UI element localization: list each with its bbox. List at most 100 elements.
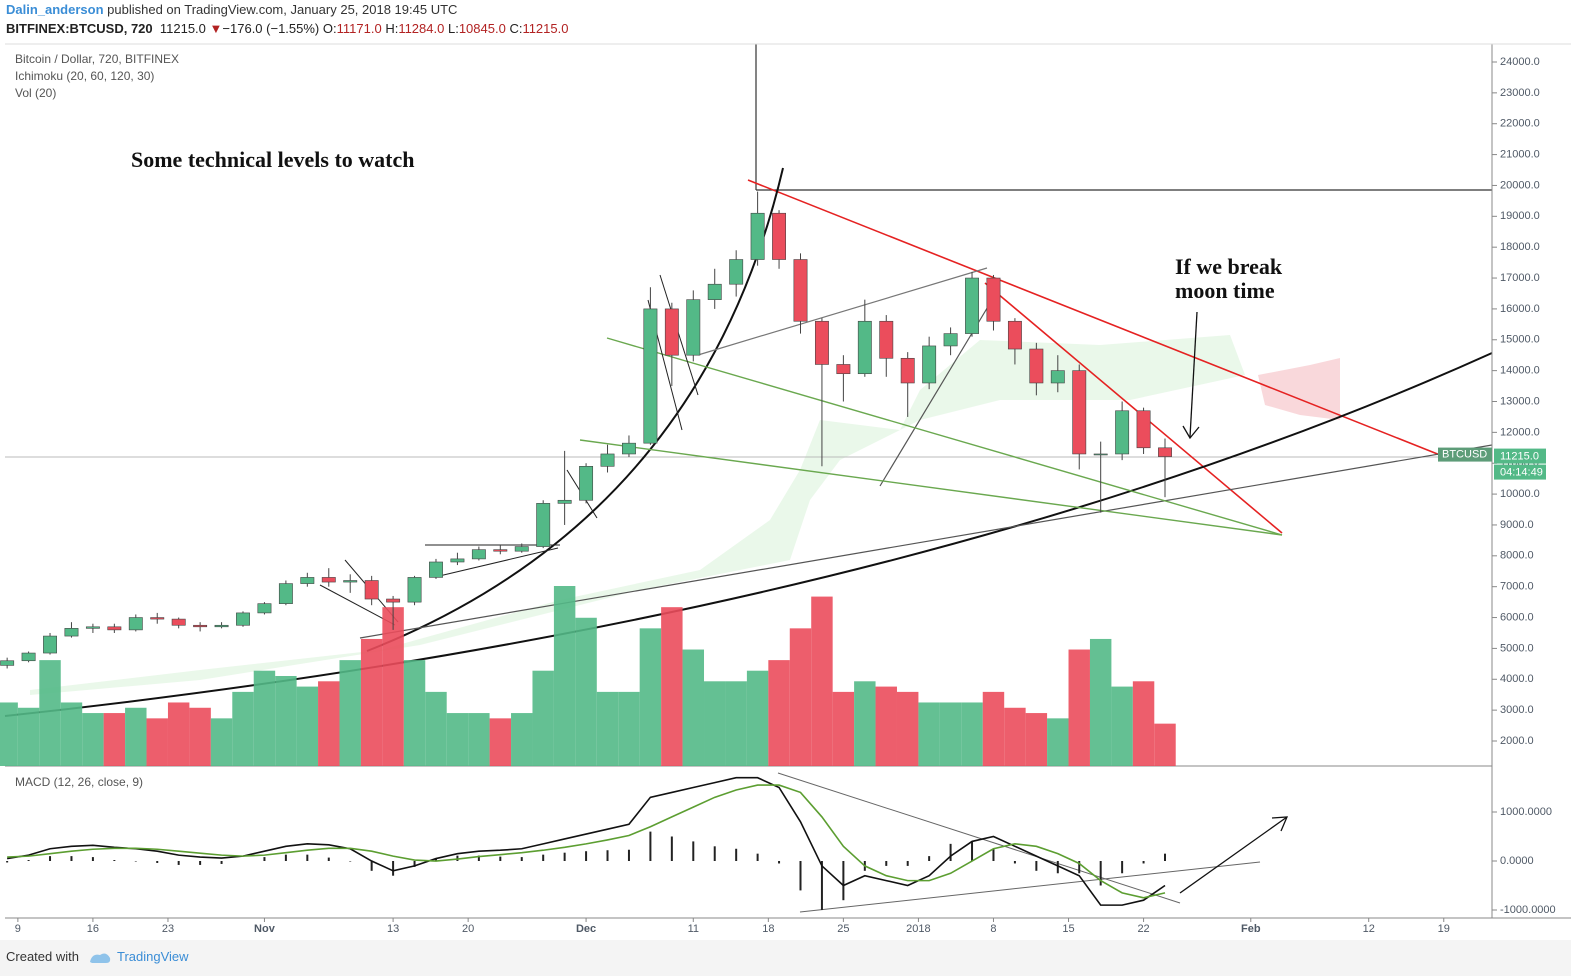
- ohlc-label: C:: [509, 21, 523, 36]
- y-tick-label: 13000.0: [1500, 395, 1540, 407]
- volume-bar: [575, 617, 597, 766]
- candle-body: [986, 277, 1001, 322]
- candle-body: [1007, 320, 1022, 350]
- y-tick-label: 3000.0: [1500, 704, 1534, 716]
- candle-body: [965, 277, 979, 334]
- y-tick-label: -1000.0000: [1500, 904, 1556, 916]
- volume-bar: [1068, 649, 1090, 766]
- candle-body: [622, 442, 636, 455]
- candle-body: [257, 603, 272, 614]
- y-tick-label: 23000.0: [1500, 87, 1540, 99]
- volume-bar: [1132, 681, 1155, 766]
- y-tick-label: 9000.0: [1500, 519, 1534, 531]
- volume-bar: [961, 702, 983, 766]
- ichimoku-cloud: [30, 335, 1245, 695]
- volume-bar: [1089, 638, 1112, 766]
- legend-macd: MACD (12, 26, close, 9): [15, 775, 143, 789]
- x-tick-label: Feb: [1241, 923, 1261, 935]
- legend-volume: Vol (20): [15, 86, 56, 100]
- x-tick-label: 20: [462, 923, 474, 935]
- y-tick-label: 16000.0: [1500, 303, 1540, 315]
- trendline: [4, 352, 1493, 717]
- volume-bar: [189, 707, 211, 766]
- price-label-bg: [1494, 448, 1546, 464]
- y-tick-label: 5000.0: [1500, 642, 1534, 654]
- publish-line: Dalin_anderson published on TradingView.…: [6, 2, 457, 17]
- trendline: [747, 179, 1441, 456]
- candle-body: [150, 617, 165, 620]
- volume-bar: [1025, 713, 1048, 766]
- ohlc-value: 10845.0: [458, 21, 506, 36]
- volume-bar: [511, 713, 533, 766]
- x-tick-label: Nov: [254, 923, 276, 935]
- candle-body: [922, 345, 937, 384]
- x-tick-label: 22: [1137, 923, 1149, 935]
- macd-line: [7, 776, 1166, 906]
- candle-body: [1136, 410, 1151, 449]
- candle-body: [750, 212, 765, 260]
- volume-bar: [125, 707, 147, 766]
- volume-bar: [296, 686, 319, 766]
- y-tick-label: 2000.0: [1500, 735, 1534, 747]
- volume-bar: [446, 713, 469, 766]
- volume-bar: [896, 691, 919, 766]
- ohlc-value: 11215.0: [522, 21, 569, 36]
- volume-bar: [811, 596, 833, 766]
- candle-body: [879, 320, 894, 359]
- volume-bar: [682, 649, 705, 766]
- volume-bar: [17, 707, 40, 766]
- volume-bar: [39, 660, 61, 766]
- countdown-bg: [1494, 464, 1546, 480]
- brand-link[interactable]: TradingView: [117, 949, 189, 964]
- volume-bar: [253, 670, 276, 766]
- change: −176.0 (−1.55%): [222, 21, 320, 36]
- trendline: [359, 444, 1493, 639]
- candle-body: [536, 503, 551, 547]
- candle-body: [814, 320, 829, 365]
- volume-bar: [725, 681, 747, 766]
- countdown: 04:14:49: [1500, 466, 1543, 478]
- candle-body: [686, 299, 701, 356]
- volume-bar: [403, 660, 426, 766]
- ohlc-label: H:: [385, 21, 399, 36]
- x-tick-label: 8: [990, 923, 996, 935]
- volume-bar: [382, 607, 404, 766]
- ohlc: O:11171.0 H:11284.0 L:10845.0 C:11215.0: [323, 21, 569, 36]
- x-tick-label: 9: [15, 923, 21, 935]
- volume-bar: [360, 638, 383, 766]
- candle-body: [407, 577, 422, 603]
- volume-bar: [918, 702, 940, 766]
- volume-bar: [1111, 686, 1133, 766]
- candle-body: [493, 549, 508, 552]
- volume-bar: [1047, 718, 1069, 766]
- volume-bar: [553, 586, 576, 766]
- candle-body: [664, 308, 679, 356]
- candle-body: [471, 549, 486, 560]
- candle-body: [579, 466, 594, 501]
- macd-line: [7, 784, 1166, 899]
- candle-body: [278, 583, 293, 604]
- candle-body: [214, 624, 229, 628]
- annotation: moon time: [1175, 278, 1275, 303]
- volume-bar: [1154, 723, 1176, 766]
- volume-bar: [0, 702, 18, 766]
- annotation: If we break: [1175, 254, 1283, 279]
- candle-body: [85, 626, 100, 629]
- candle-body: [1050, 370, 1065, 384]
- symbol-label: BTCUSD: [1442, 448, 1487, 460]
- y-tick-label: 10000.0: [1500, 488, 1540, 500]
- candle-body: [450, 558, 465, 563]
- trendline: [697, 267, 988, 356]
- x-tick-label: 23: [162, 923, 174, 935]
- volume-bar: [854, 681, 876, 766]
- y-tick-label: 4000.0: [1500, 673, 1534, 685]
- y-tick-label: 22000.0: [1500, 118, 1540, 130]
- candle-body: [600, 453, 615, 467]
- author[interactable]: Dalin_anderson: [6, 2, 104, 17]
- candle-body: [643, 308, 658, 444]
- ohlc-label: O:: [322, 21, 337, 36]
- volume-bar: [939, 702, 962, 766]
- trendline: [659, 274, 699, 396]
- y-tick-label: 15000.0: [1500, 334, 1540, 346]
